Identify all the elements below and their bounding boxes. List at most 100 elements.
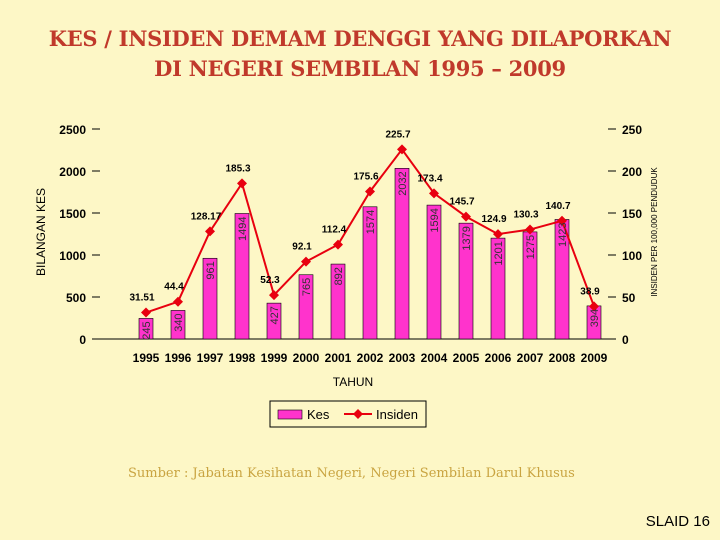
- bar-value-label: 427: [269, 306, 281, 324]
- insiden-value-label: 112.4: [322, 225, 347, 236]
- y-tick-label: 2000: [59, 165, 86, 179]
- insiden-marker: [589, 301, 599, 312]
- bar-value-label: 1494: [237, 217, 249, 241]
- legend: Kes Insiden: [269, 400, 427, 428]
- insiden-value-label: 175.6: [353, 171, 378, 182]
- bar-value-label: 765: [301, 278, 313, 296]
- insiden-value-label: 173.4: [417, 173, 442, 184]
- line-series: [141, 144, 599, 318]
- insiden-value-label: 52.3: [260, 275, 280, 286]
- insiden-marker: [557, 215, 567, 226]
- bar-value-label: 1594: [429, 208, 441, 232]
- bar: [234, 213, 250, 340]
- bar-value-label: 892: [333, 267, 345, 285]
- insiden-value-label: 185.3: [225, 163, 250, 174]
- y-tick-label: 2500: [59, 123, 86, 137]
- x-tick-label: 2003: [389, 351, 416, 365]
- x-tick-label: 2009: [581, 351, 608, 365]
- y2-tick-label: 100: [622, 249, 642, 263]
- axes: 0 500 1000 1500 2000 2500 0 50 100 150 200 250 1995 1…: [34, 123, 659, 389]
- insiden-value-label: 128.17: [191, 211, 222, 222]
- insiden-marker: [397, 144, 407, 155]
- bar: [458, 222, 474, 340]
- x-axis-title: TAHUN: [333, 375, 373, 389]
- insiden-value-label: 44.4: [164, 282, 184, 293]
- insiden-marker: [173, 296, 183, 307]
- bar: [362, 206, 378, 340]
- bar: [298, 274, 314, 340]
- y2-tick-label: 150: [622, 207, 642, 221]
- x-tick-label: 1995: [133, 351, 160, 365]
- insiden-marker: [141, 307, 151, 318]
- bar: [394, 168, 410, 340]
- y-axis-title: BILANGAN KES: [34, 188, 48, 276]
- chart-title: KES / INSIDEN DEMAM DENGGI YANG DILAPORK…: [0, 24, 720, 84]
- y-tick-label: 1500: [59, 207, 86, 221]
- bar: [266, 302, 282, 340]
- x-tick-label: 2000: [293, 351, 320, 365]
- y2-tick-label: 0: [622, 333, 629, 347]
- bar: [202, 257, 218, 340]
- x-tick-label: 1996: [165, 351, 192, 365]
- x-tick-label: 2006: [485, 351, 512, 365]
- legend-kes-label: Kes: [307, 407, 330, 422]
- legend-box: [269, 400, 427, 428]
- bar-value-label: 2032: [397, 171, 409, 195]
- insiden-marker: [493, 229, 503, 240]
- insiden-value-label: 225.7: [385, 129, 410, 140]
- insiden-marker: [237, 178, 247, 189]
- x-tick-label: 2005: [453, 351, 480, 365]
- insiden-marker: [365, 186, 375, 197]
- insiden-value-label: 145.7: [449, 197, 474, 208]
- insiden-marker: [525, 224, 535, 235]
- insiden-value-label: 124.9: [481, 214, 506, 225]
- bar: [330, 263, 346, 340]
- insiden-marker: [429, 188, 439, 199]
- source-note: Sumber : Jabatan Kesihatan Negeri, Neger…: [128, 466, 575, 481]
- insiden-marker: [205, 226, 215, 237]
- bar-value-label: 961: [205, 261, 217, 279]
- title-line-1: KES / INSIDEN DEMAM DENGGI YANG DILAPORK…: [48, 26, 672, 51]
- x-tick-label: 2001: [325, 351, 352, 365]
- bar: [170, 310, 186, 340]
- legend-insiden-label: Insiden: [376, 407, 418, 422]
- bar-value-label: 1574: [365, 210, 377, 234]
- bar: [138, 318, 154, 340]
- insiden-marker: [461, 211, 471, 222]
- slide-number: SLAID 16: [645, 513, 710, 530]
- x-tick-label: 2002: [357, 351, 384, 365]
- y2-axis-title: INSIDEN PER 100,000 PENDUDUK: [650, 167, 659, 297]
- y-tick-label: 1000: [59, 249, 86, 263]
- y2-tick-label: 200: [622, 165, 642, 179]
- title-line-2: DI NEGERI SEMBILAN 1995 – 2009: [154, 55, 566, 81]
- insiden-value-label: 130.3: [513, 210, 538, 221]
- legend-kes-swatch: [277, 409, 303, 420]
- legend-insiden-marker: [353, 409, 363, 419]
- x-tick-label: 1999: [261, 351, 288, 365]
- insiden-value-label: 38.9: [580, 286, 600, 297]
- x-tick-label: 2008: [549, 351, 576, 365]
- bar-value-label: 1275: [525, 235, 537, 259]
- bar: [426, 204, 442, 340]
- insiden-value-label: 31.51: [129, 293, 154, 304]
- y-tick-label: 0: [79, 333, 86, 347]
- x-tick-label: 1997: [197, 351, 224, 365]
- insiden-marker: [301, 256, 311, 267]
- insiden-value-label: 92.1: [292, 242, 312, 253]
- y2-tick-label: 50: [622, 291, 636, 305]
- data-labels: 245 340 961 1494 427 765 892 1574 2032 1594 1379 12…: [129, 129, 601, 339]
- y2-tick-label: 250: [622, 123, 642, 137]
- bar-value-label: 245: [141, 321, 153, 339]
- bar-value-label: 1379: [461, 226, 473, 250]
- y-tick-label: 500: [66, 291, 86, 305]
- x-tick-label: 1998: [229, 351, 256, 365]
- x-tick-label: 2007: [517, 351, 544, 365]
- bar-value-label: 1201: [493, 241, 505, 265]
- x-tick-label: 2004: [421, 351, 448, 365]
- insiden-marker: [333, 239, 343, 250]
- insiden-value-label: 140.7: [545, 201, 570, 212]
- bar-value-label: 1423: [557, 222, 569, 246]
- bar-value-label: 394: [589, 309, 601, 327]
- insiden-marker: [269, 290, 279, 301]
